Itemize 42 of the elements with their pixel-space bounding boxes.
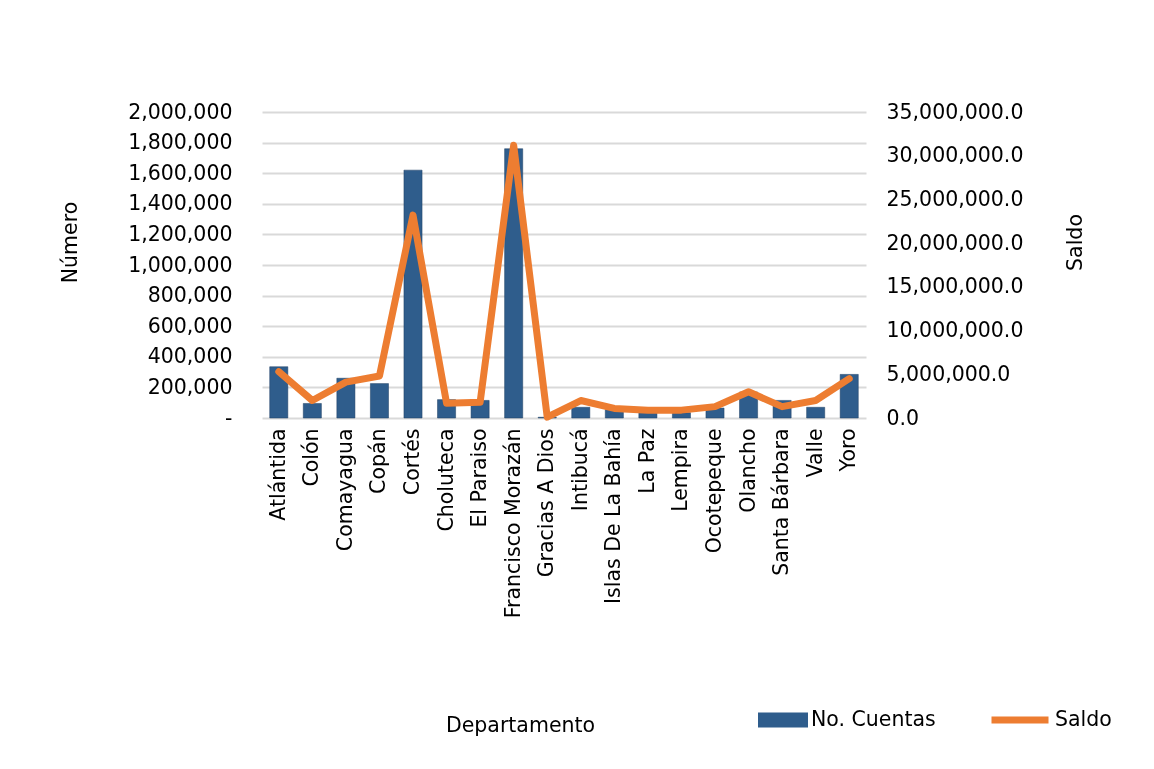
- x-tick-label: Copán: [366, 428, 391, 494]
- x-tick-label: Santa Bárbara: [769, 428, 794, 576]
- x-tick-label: Cortés: [400, 428, 424, 496]
- y-tick-label: 200,000: [147, 374, 233, 399]
- x-tick-label: Gracias A Dios: [534, 428, 559, 578]
- y-tick-label: 600,000: [147, 313, 233, 338]
- y-tick-label: 800,000: [147, 283, 233, 308]
- y2-tick-label: 5,000,000.0: [886, 361, 1011, 386]
- y-tick-label: 400,000: [147, 344, 233, 369]
- x-tick-label: Islas De La Bahía: [601, 428, 626, 604]
- x-tick-label: Olancho: [735, 428, 760, 513]
- y2-tick-label: 0.0: [886, 405, 920, 430]
- x-tick-label: Valle: [802, 428, 827, 478]
- y2-tick-label: 35,000,000.0: [886, 99, 1024, 124]
- y-tick-label: 1,400,000: [128, 191, 233, 216]
- legend-label: Saldo: [1055, 707, 1112, 731]
- x-tick-label: Lempira: [668, 428, 693, 512]
- y2-tick-label: 20,000,000.0: [886, 230, 1024, 255]
- y-axis-title: Número: [57, 201, 82, 284]
- y2-tick-label: 15,000,000.0: [886, 274, 1024, 299]
- y-tick-label: 2,000,000: [128, 99, 233, 124]
- x-tick-label: Comayagua: [332, 428, 357, 552]
- y-tick-label: 1,800,000: [128, 130, 233, 155]
- x-axis-title: Departamento: [445, 712, 596, 737]
- y2-tick-label: 25,000,000.0: [886, 186, 1024, 211]
- x-tick-label: Atlántida: [265, 428, 290, 521]
- x-tick-label: Colón: [299, 428, 324, 487]
- x-tick-label: Yoro: [836, 428, 861, 473]
- y2-tick-label: 30,000,000.0: [886, 143, 1024, 168]
- x-tick-label: Francisco Morazán: [500, 428, 525, 619]
- y-tick-label: 1,600,000: [128, 160, 233, 185]
- x-tick-label: El Paraiso: [467, 428, 492, 528]
- y-tick-label: 1,200,000: [128, 221, 233, 246]
- x-tick-label: Choluteca: [433, 428, 458, 532]
- x-tick-label: Intibucá: [567, 428, 592, 512]
- y-tick-label: 1,000,000: [128, 252, 233, 277]
- legend-label: No. Cuentas: [811, 707, 936, 731]
- y2-axis-title: Saldo: [1062, 214, 1087, 271]
- y-tick-label: -: [225, 405, 233, 430]
- x-tick-label: Ocotepeque: [702, 428, 726, 554]
- x-tick-label: La Paz: [634, 428, 659, 494]
- y2-tick-label: 10,000,000.0: [886, 318, 1024, 343]
